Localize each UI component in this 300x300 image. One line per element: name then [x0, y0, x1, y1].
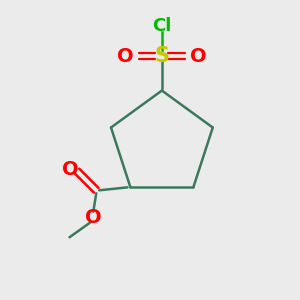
Text: Cl: Cl: [152, 17, 172, 35]
Text: O: O: [85, 208, 102, 226]
Text: O: O: [117, 47, 134, 66]
Text: O: O: [62, 160, 79, 179]
Text: S: S: [154, 46, 169, 66]
Text: O: O: [190, 47, 207, 66]
